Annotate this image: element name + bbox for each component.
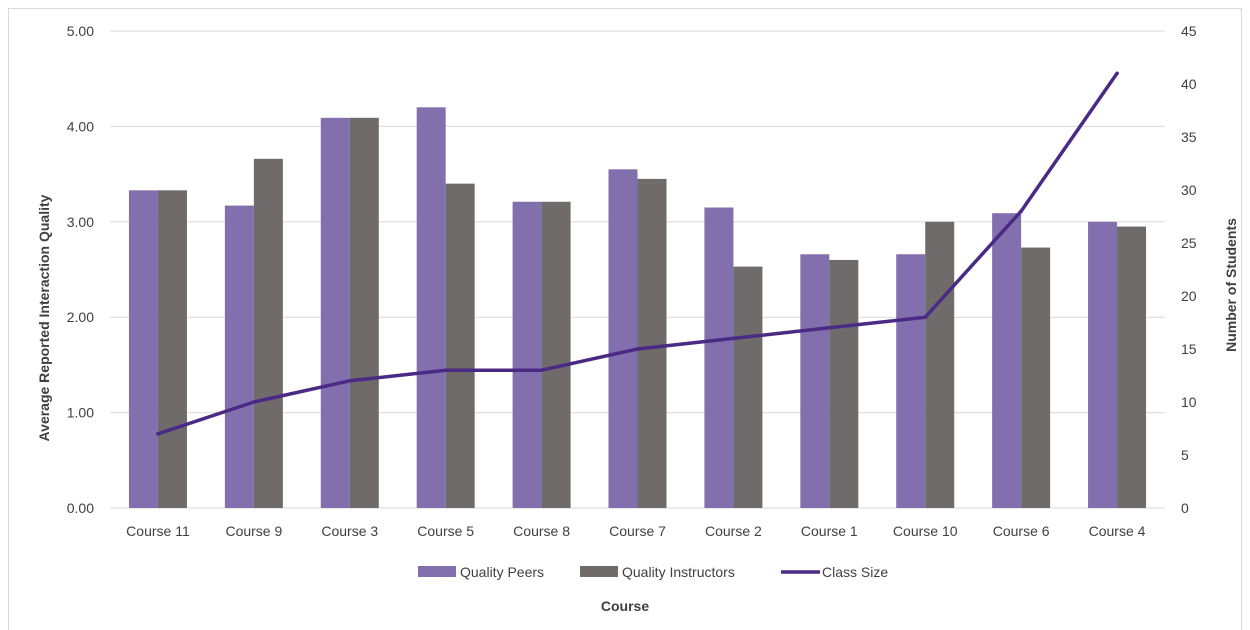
bar-quality-peers [320,117,350,509]
class-size-point [156,432,160,436]
x-tick-label: Course 3 [321,523,378,539]
x-tick-label: Course 7 [609,523,666,539]
class-size-point [635,347,640,351]
bar-quality-instructors [157,190,187,508]
x-axis-title: Course [601,598,649,614]
bar-quality-peers [992,213,1022,509]
legend-label-class-size: Class Size [822,564,888,580]
bar-quality-instructors [445,183,475,508]
x-axis-ticks: Course 11 Course 9 Course 3 Course 5 Course … [126,523,1145,539]
legend: Quality Peers Quality Instructors Class … [418,564,888,580]
x-tick-label: Course 8 [513,523,570,539]
left-axis-ticks: 0.00 1.00 2.00 3.00 4.00 5.00 [67,23,94,516]
y-tick-label: 4.00 [67,118,94,134]
x-tick-label: Course 2 [705,523,762,539]
x-tick-label: Course 11 [126,523,190,539]
bar-quality-instructors [733,266,763,508]
y-axis-title: Average Reported Interaction Quality [36,194,52,441]
class-size-point [923,315,928,320]
x-tick-label: Course 9 [225,523,282,539]
bar-quality-peers [128,190,158,508]
class-size-point [731,336,736,341]
y2-tick-label: 5 [1181,447,1189,463]
bar-quality-peers [1088,221,1118,509]
bar-quality-peers [800,254,830,508]
right-axis-ticks: 0 5 10 15 20 25 30 35 40 45 [1181,23,1197,516]
bar-quality-peers [896,254,926,508]
bars [128,107,1147,509]
bar-quality-peers [704,207,734,509]
y2-tick-label: 10 [1181,394,1197,410]
y2-tick-label: 40 [1181,76,1197,92]
x-tick-label: Course 10 [893,523,958,539]
y2-tick-label: 35 [1181,129,1197,145]
class-size-point [252,400,256,404]
legend-label-quality-peers: Quality Peers [460,564,544,580]
bar-quality-peers [416,107,446,508]
bar-quality-instructors [1117,226,1147,508]
class-size-point [1019,209,1023,213]
class-size-point [539,368,544,373]
y-tick-label: 0.00 [67,500,94,516]
x-tick-label: Course 4 [1089,523,1146,539]
class-size-line-layer [156,71,1119,436]
y2-tick-label: 15 [1181,341,1197,357]
x-tick-label: Course 5 [417,523,474,539]
y2-tick-label: 30 [1181,182,1197,198]
bar-quality-peers [224,205,254,508]
y2-tick-label: 20 [1181,288,1197,304]
legend-swatch-quality-peers [418,566,456,577]
y-tick-label: 2.00 [67,309,94,325]
y-tick-label: 5.00 [67,23,94,39]
x-tick-label: Course 6 [993,523,1050,539]
bar-quality-instructors [637,178,667,508]
y2-tick-label: 0 [1181,500,1189,516]
bar-quality-instructors [1021,247,1051,509]
legend-swatch-quality-instructors [580,566,618,577]
bar-quality-instructors [541,201,571,509]
y2-tick-label: 25 [1181,235,1197,251]
bar-quality-instructors [349,117,379,509]
class-size-point [827,326,832,330]
class-size-point [1115,71,1119,76]
bar-quality-instructors [253,158,283,508]
legend-label-quality-instructors: Quality Instructors [622,564,735,580]
y-tick-label: 1.00 [67,405,94,421]
y2-axis-title: Number of Students [1223,218,1239,352]
y2-tick-label: 45 [1181,23,1197,39]
bar-quality-instructors [925,221,955,509]
bar-quality-peers [608,169,638,508]
bar-quality-peers [512,201,542,509]
y-tick-label: 3.00 [67,214,94,230]
class-size-point [347,379,352,383]
x-tick-label: Course 1 [801,523,858,539]
bar-quality-instructors [829,259,859,508]
class-size-point [443,368,448,373]
